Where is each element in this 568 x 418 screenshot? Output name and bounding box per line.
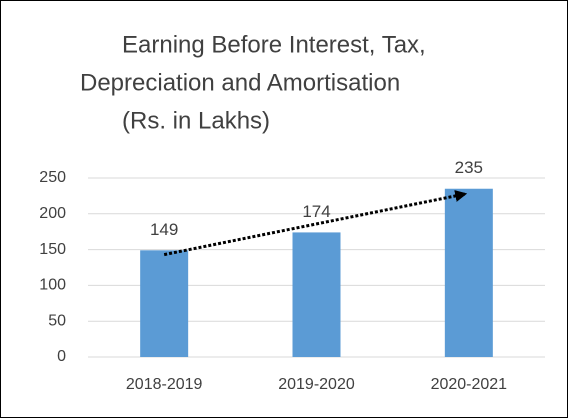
data-label: 235	[455, 158, 483, 177]
y-tick-label: 150	[39, 241, 66, 258]
trendline	[163, 190, 468, 257]
bar	[444, 188, 493, 357]
y-tick-label: 50	[48, 312, 66, 329]
y-tick-label: 0	[57, 348, 66, 365]
bar	[140, 250, 189, 357]
chart-title: (Rs. in Lakhs)	[122, 107, 270, 134]
y-tick-label: 250	[39, 169, 66, 186]
chart-title: Depreciation and Amortisation	[80, 69, 400, 96]
x-tick-label: 2018-2019	[126, 376, 203, 393]
y-tick-label: 100	[39, 277, 66, 294]
x-tick-label: 2019-2020	[278, 376, 355, 393]
chart-title: Earning Before Interest, Tax,	[122, 31, 426, 58]
bar	[292, 232, 341, 357]
x-tick-label: 2020-2021	[431, 376, 508, 393]
data-label: 174	[302, 202, 330, 221]
data-label: 149	[150, 220, 178, 239]
y-tick-label: 200	[39, 205, 66, 222]
